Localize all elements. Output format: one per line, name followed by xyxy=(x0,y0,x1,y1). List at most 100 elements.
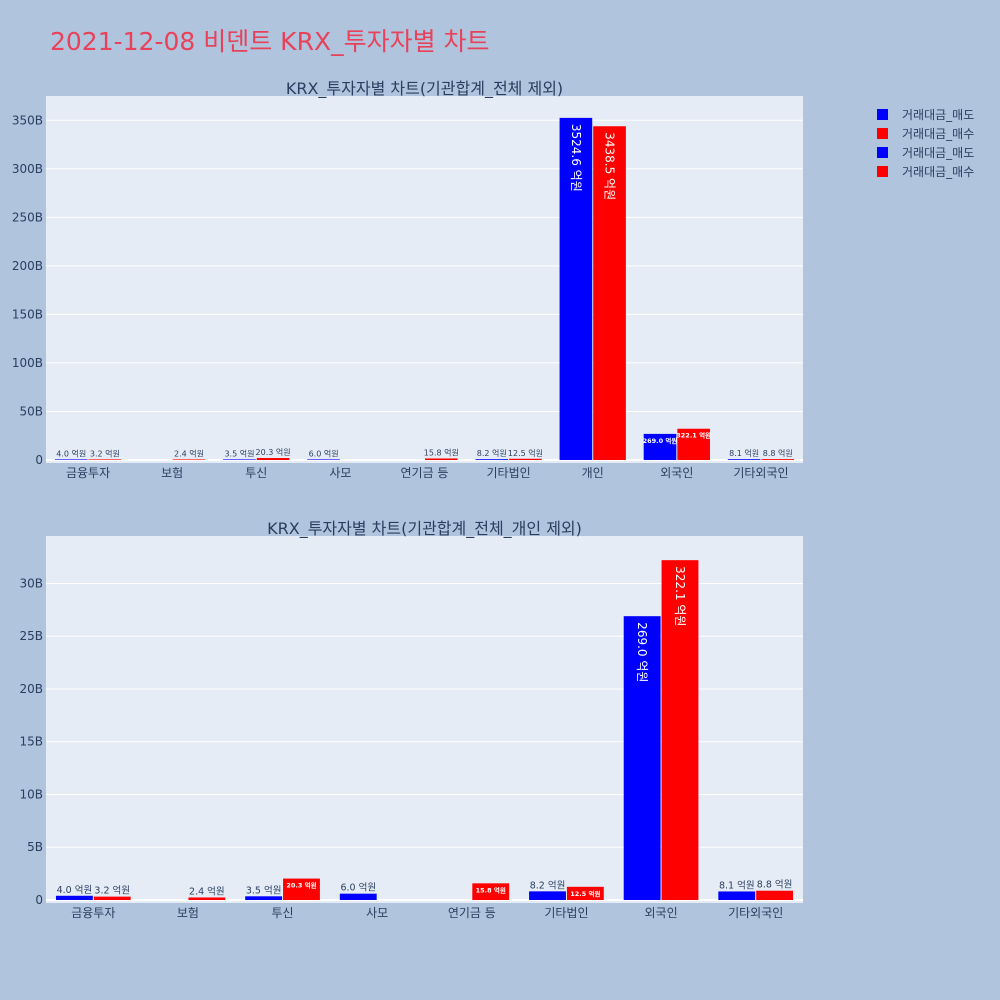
data-label: 3.5 억원 xyxy=(246,884,282,896)
chart-1: KRX_투자자별 차트(기관합계_전체 제외) 0 50B 100B 150B 200B 2… xyxy=(12,79,803,480)
chart-title: KRX_투자자별 차트(기관합계_전체 제외) xyxy=(286,79,563,99)
x-tick-label: 사모 xyxy=(366,906,388,920)
bar-sell xyxy=(718,891,756,900)
bar-buy xyxy=(593,126,626,460)
bar-buy xyxy=(188,897,226,900)
legend-swatch xyxy=(877,147,888,158)
bar-sell xyxy=(475,459,509,460)
bar-buy xyxy=(509,458,542,460)
chart-title: KRX_투자자별 차트(기관합계_전체_개인 제외) xyxy=(267,519,582,539)
bar-buy xyxy=(566,886,604,900)
data-label: 3.2 억원 xyxy=(90,448,120,458)
bar-buy xyxy=(172,459,206,460)
x-tick-label: 개인 xyxy=(582,466,604,480)
y-tick-label: 5B xyxy=(27,840,43,854)
data-label: 3.2 억원 xyxy=(94,885,130,897)
data-label: 12.5 억원 xyxy=(570,889,600,898)
y-tick-label: 10B xyxy=(19,787,43,801)
x-tick-label: 사모 xyxy=(329,466,351,480)
bar-sell xyxy=(623,616,661,900)
x-tick-label: 투신 xyxy=(245,466,267,480)
data-label: 8.8 억원 xyxy=(763,448,793,458)
y-tick-label: 200B xyxy=(12,259,43,273)
legend-swatch xyxy=(877,166,888,177)
legend-label: 거래대금_매수 xyxy=(902,127,974,141)
bar-buy xyxy=(425,458,458,460)
bar-sell xyxy=(727,459,761,460)
legend-label: 거래대금_매도 xyxy=(902,108,974,122)
bar-sell xyxy=(245,896,283,900)
bar-buy xyxy=(677,428,710,460)
data-label: 6.0 억원 xyxy=(309,448,339,458)
data-label: 322.1 억원 xyxy=(673,566,687,626)
y-tick-label: 250B xyxy=(12,210,43,224)
y-tick-label: 0 xyxy=(35,893,43,907)
data-label: 6.0 억원 xyxy=(340,882,376,894)
x-tick-label: 보험 xyxy=(177,906,199,920)
chart-2: KRX_투자자별 차트(기관합계_전체_개인 제외) 0 5B 10B 15B 20B 25… xyxy=(19,519,803,920)
data-label: 4.0 억원 xyxy=(57,884,93,896)
legend-label: 거래대금_매수 xyxy=(902,165,974,179)
y-tick-label: 20B xyxy=(19,682,43,696)
bar-buy xyxy=(761,459,795,460)
x-tick-label: 외국인 xyxy=(660,466,693,480)
bar-sell xyxy=(307,459,340,460)
x-tick-label: 기타외국인 xyxy=(728,906,783,920)
data-label: 3524.6 억원 xyxy=(569,124,583,192)
x-tick-label: 연기금 등 xyxy=(448,906,496,920)
legend-swatch xyxy=(877,109,888,120)
y-tick-label: 30B xyxy=(19,576,43,590)
bar-buy xyxy=(472,883,510,900)
x-tick-label: 보험 xyxy=(161,466,183,480)
x-tick-label: 기타외국인 xyxy=(733,466,788,480)
bar-buy xyxy=(88,459,122,460)
bar-buy xyxy=(756,890,794,900)
legend-swatch xyxy=(877,128,888,139)
data-label: 15.8 억원 xyxy=(476,885,506,894)
data-label: 269.0 억원 xyxy=(635,622,649,682)
bar-sell xyxy=(54,459,88,460)
data-label: 322.1 억원 xyxy=(676,431,711,440)
bar-sell xyxy=(55,895,93,900)
plot-area xyxy=(46,96,803,463)
data-label: 20.3 억원 xyxy=(286,881,316,890)
y-tick-label: 100B xyxy=(12,356,43,370)
x-tick-label: 금융투자 xyxy=(71,906,115,920)
y-tick-label: 0 xyxy=(35,453,43,467)
data-label: 2.4 억원 xyxy=(189,885,225,897)
x-tick-label: 투신 xyxy=(272,906,294,920)
data-label: 12.5 억원 xyxy=(508,448,543,458)
data-label: 3438.5 억원 xyxy=(603,132,617,200)
data-label: 20.3 억원 xyxy=(256,447,291,457)
data-label: 8.2 억원 xyxy=(477,448,507,458)
x-tick-label: 연기금 등 xyxy=(401,466,449,480)
data-label: 8.1 억원 xyxy=(719,879,755,891)
bar-buy xyxy=(256,458,290,460)
bar-sell xyxy=(339,893,377,900)
y-tick-label: 25B xyxy=(19,629,43,643)
bar-buy xyxy=(93,896,131,900)
bar-sell xyxy=(643,433,677,460)
y-tick-label: 50B xyxy=(19,404,43,418)
legend-label: 거래대금_매도 xyxy=(902,146,974,160)
data-label: 269.0 억원 xyxy=(643,436,678,445)
x-tick-label: 외국인 xyxy=(645,906,678,920)
data-label: 2.4 억원 xyxy=(174,448,204,458)
x-tick-label: 금융투자 xyxy=(66,466,110,480)
y-tick-label: 300B xyxy=(12,162,43,176)
data-label: 3.5 억원 xyxy=(224,448,254,458)
data-label: 8.1 억원 xyxy=(729,448,759,458)
y-tick-label: 350B xyxy=(12,113,43,127)
x-tick-label: 기타법인 xyxy=(487,466,531,480)
bar-buy xyxy=(283,878,320,900)
data-label: 8.2 억원 xyxy=(530,879,566,891)
y-tick-label: 15B xyxy=(19,735,43,749)
bar-buy xyxy=(661,560,699,900)
bar-sell xyxy=(529,891,566,900)
data-label: 15.8 억원 xyxy=(424,447,459,457)
bar-sell xyxy=(223,459,256,460)
y-tick-label: 150B xyxy=(12,307,43,321)
bar-sell xyxy=(559,117,593,460)
